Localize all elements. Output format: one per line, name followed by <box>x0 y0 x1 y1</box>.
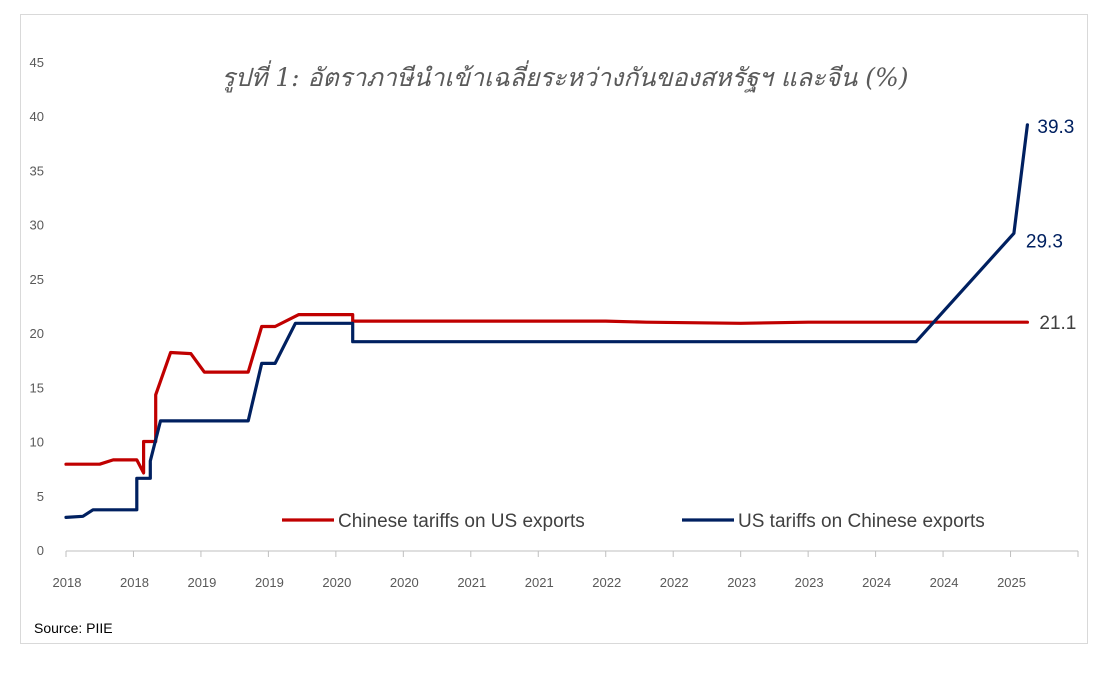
x-tick-label: 2022 <box>660 575 689 590</box>
x-tick-label: 2020 <box>390 575 419 590</box>
x-tick-label: 2021 <box>525 575 554 590</box>
y-tick-label: 10 <box>30 435 44 450</box>
legend-item-chinese-tariffs-label: Chinese tariffs on US exports <box>338 511 585 532</box>
legend: Chinese tariffs on US exports US tariffs … <box>282 511 985 532</box>
x-tick-label: 2023 <box>795 575 824 590</box>
y-tick-label: 40 <box>30 109 44 124</box>
y-tick-label: 0 <box>37 543 44 558</box>
x-tick-label: 2019 <box>187 575 216 590</box>
end-label-us-tariffs-upper: 39.3 <box>1037 117 1074 138</box>
end-label-chinese-tariffs: 21.1 <box>1039 313 1076 334</box>
legend-item-us-tariffs-label: US tariffs on Chinese exports <box>738 511 985 532</box>
y-tick-label: 35 <box>30 163 44 178</box>
series-line-chinese-tariffs <box>66 315 1027 473</box>
y-tick-label: 20 <box>30 326 44 341</box>
x-tick-label: 2022 <box>592 575 621 590</box>
y-tick-label: 5 <box>37 489 44 504</box>
y-tick-label: 30 <box>30 218 44 233</box>
end-label-us-tariffs-lower: 29.3 <box>1026 231 1063 252</box>
y-tick-label: 25 <box>30 272 44 287</box>
x-tick-label: 2024 <box>862 575 891 590</box>
x-tick-label: 2024 <box>930 575 959 590</box>
x-tick-label: 2021 <box>457 575 486 590</box>
x-tick-label: 2018 <box>120 575 149 590</box>
series-layer <box>66 125 1027 518</box>
x-tick-label: 2025 <box>997 575 1026 590</box>
x-tick-label: 2023 <box>727 575 756 590</box>
x-tick-label: 2020 <box>322 575 351 590</box>
end-labels: 21.1 39.3 29.3 <box>1026 117 1076 334</box>
x-tick-label: 2019 <box>255 575 284 590</box>
source-note: Source: PIIE <box>34 620 113 636</box>
y-tick-label: 45 <box>30 55 44 70</box>
y-tick-label: 15 <box>30 380 44 395</box>
x-tick-label: 2018 <box>53 575 82 590</box>
